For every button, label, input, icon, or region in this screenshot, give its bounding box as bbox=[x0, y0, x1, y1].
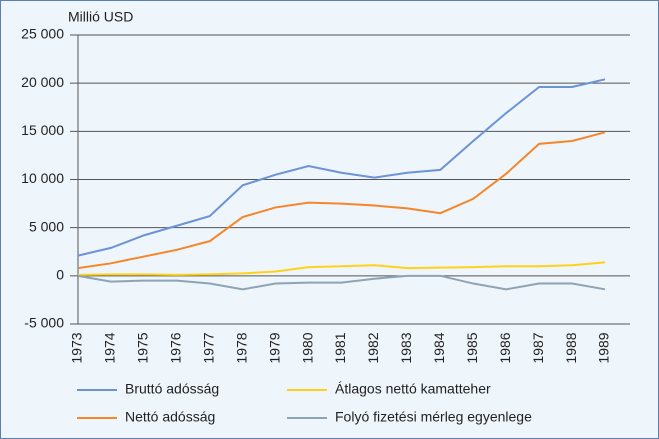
x-tick-label: 1985 bbox=[464, 332, 480, 363]
y-axis-label: Millió USD bbox=[68, 9, 133, 25]
x-tick-label: 1989 bbox=[596, 332, 612, 363]
series-line bbox=[77, 261, 606, 276]
x-tick-label: 1984 bbox=[431, 332, 447, 363]
legend-label: Folyó fizetési mérleg egyenlege bbox=[335, 409, 532, 425]
legend-label: Átlagos nettó kamatteher bbox=[335, 381, 491, 397]
y-tick-label: 5 000 bbox=[29, 218, 64, 234]
x-tick-label: 1978 bbox=[233, 332, 249, 363]
legend-label: Nettó adósság bbox=[125, 409, 215, 425]
x-tick-label: 1983 bbox=[398, 332, 414, 363]
x-tick-label: 1979 bbox=[266, 332, 282, 363]
y-tick-label: 20 000 bbox=[21, 74, 64, 90]
x-tick-label: 1973 bbox=[69, 332, 85, 363]
series-line bbox=[77, 131, 606, 270]
series-line bbox=[77, 78, 606, 257]
x-tick-label: 1980 bbox=[299, 332, 315, 363]
x-tick-label: 1976 bbox=[168, 332, 184, 363]
y-tick-label: 0 bbox=[56, 267, 64, 283]
x-tick-label: 1981 bbox=[332, 332, 348, 363]
x-tick-label: 1988 bbox=[563, 332, 579, 363]
y-tick-label: 25 000 bbox=[21, 26, 64, 42]
y-tick-label: -5 000 bbox=[24, 315, 64, 331]
legend-label: Bruttó adósság bbox=[125, 381, 219, 397]
x-tick-label: 1977 bbox=[200, 332, 216, 363]
x-tick-label: 1982 bbox=[365, 332, 381, 363]
series-line bbox=[77, 274, 606, 291]
x-tick-label: 1974 bbox=[102, 332, 118, 363]
x-tick-label: 1986 bbox=[497, 332, 513, 363]
y-tick-label: 10 000 bbox=[21, 170, 64, 186]
x-tick-label: 1987 bbox=[530, 332, 546, 363]
y-tick-label: 15 000 bbox=[21, 122, 64, 138]
x-tick-label: 1975 bbox=[135, 332, 151, 363]
